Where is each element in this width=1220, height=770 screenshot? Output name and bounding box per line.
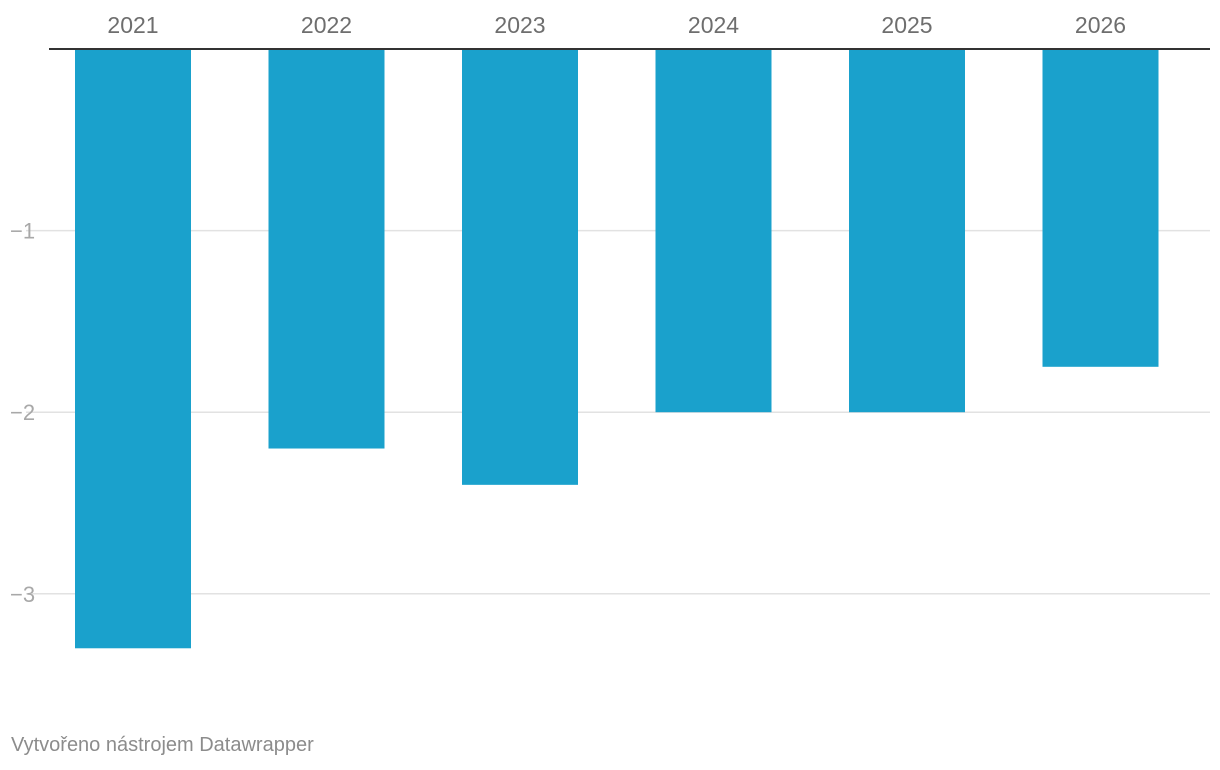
bar-2021 — [75, 49, 191, 649]
x-axis-labels: 2021 2022 2023 2024 2025 2026 — [107, 12, 1126, 38]
gridlines — [26, 229, 1210, 595]
x-tick-label: 2023 — [494, 12, 545, 38]
x-tick-label: 2021 — [107, 12, 158, 38]
bar-2024 — [655, 49, 772, 413]
y-tick-label: −1 — [10, 219, 35, 244]
footer-credit: Vytvořeno nástrojem Datawrapper — [11, 734, 314, 756]
bar-2023 — [462, 49, 578, 485]
y-tick-label: −2 — [10, 400, 35, 425]
x-tick-label: 2026 — [1075, 12, 1126, 38]
bar-2026 — [1042, 49, 1159, 367]
bar-2025 — [849, 49, 965, 413]
y-axis-labels: −1 −2 −3 — [10, 219, 35, 607]
x-tick-label: 2025 — [881, 12, 932, 38]
y-tick-label: −3 — [10, 582, 35, 607]
bar-2022 — [268, 49, 385, 449]
bars — [75, 49, 1159, 649]
x-tick-label: 2024 — [688, 12, 739, 38]
x-tick-label: 2022 — [301, 12, 352, 38]
